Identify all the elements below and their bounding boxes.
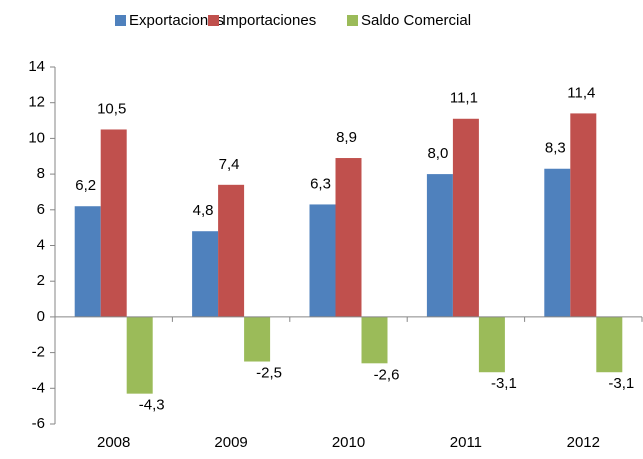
legend-swatch <box>347 15 358 26</box>
data-label: -2,6 <box>374 366 400 383</box>
data-label: 7,4 <box>219 156 240 173</box>
data-label: -3,1 <box>491 375 517 392</box>
bar <box>335 158 362 317</box>
y-tick-label: 2 <box>37 272 45 289</box>
bar <box>74 206 101 317</box>
bar <box>596 316 623 373</box>
legend-label: Importaciones <box>222 12 316 29</box>
data-label: 10,5 <box>97 100 126 117</box>
legend-swatch <box>115 15 126 26</box>
bar <box>309 204 336 317</box>
bar <box>244 316 271 362</box>
y-tick-label: 0 <box>37 308 45 325</box>
data-label: 11,1 <box>450 90 478 107</box>
y-tick-label: -2 <box>32 344 45 361</box>
x-tick-label: 2012 <box>567 434 600 451</box>
x-tick-label: 2010 <box>332 434 365 451</box>
bar <box>570 113 597 317</box>
data-label: -2,5 <box>256 364 282 381</box>
x-tick-label: 2009 <box>214 434 247 451</box>
data-label: 6,2 <box>75 177 96 194</box>
legend-swatch <box>208 15 219 26</box>
y-tick-label: 10 <box>28 129 45 146</box>
bar <box>126 316 153 394</box>
bar <box>100 129 127 317</box>
y-tick-label: -4 <box>32 379 45 396</box>
x-tick-label: 2008 <box>97 434 130 451</box>
bar <box>452 118 479 317</box>
bar <box>361 316 388 364</box>
legend-label: Exportaciones <box>129 12 224 29</box>
y-tick-label: 8 <box>37 165 45 182</box>
bar <box>192 231 219 317</box>
data-label: 6,3 <box>310 175 331 192</box>
bar <box>544 168 571 317</box>
legend-label: Saldo Comercial <box>361 12 471 29</box>
bar <box>478 316 505 373</box>
x-tick-label: 2011 <box>450 434 482 451</box>
data-label: 11,4 <box>567 84 595 101</box>
y-tick-label: 14 <box>28 58 45 75</box>
bar <box>218 184 245 317</box>
data-label: -4,3 <box>139 397 165 414</box>
data-label: 8,9 <box>336 129 357 146</box>
data-label: 8,0 <box>427 145 448 162</box>
y-tick-label: -6 <box>32 415 45 432</box>
data-label: 8,3 <box>545 140 566 157</box>
data-label: -3,1 <box>608 375 634 392</box>
y-tick-label: 12 <box>28 94 45 111</box>
bar <box>426 174 453 317</box>
data-label: 4,8 <box>193 202 214 219</box>
y-tick-label: 4 <box>37 236 45 253</box>
y-tick-label: 6 <box>37 201 45 218</box>
